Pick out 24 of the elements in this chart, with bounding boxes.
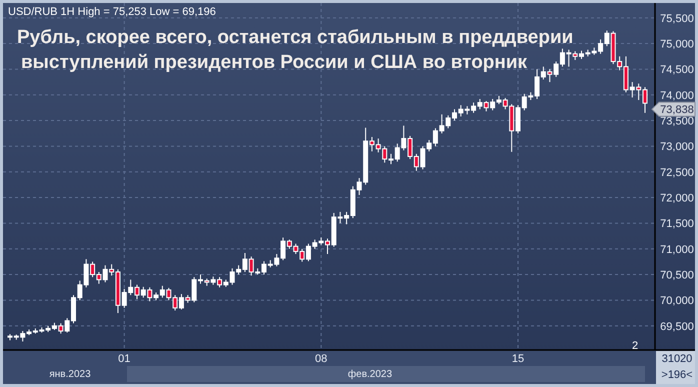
x-tick-label: 08: [315, 353, 328, 365]
text: Рубль, скорее всего, останется стабильным в преддверии выступлений президентов России и США во вторник: [17, 27, 574, 73]
text: 73,838: [660, 104, 694, 116]
y-tick-label: 71,000: [660, 244, 694, 256]
y-tick-label: 75,000: [660, 38, 694, 51]
y-tick-label: 75,500: [660, 12, 694, 25]
y-tick-label: 71,500: [660, 218, 694, 230]
y-tick-label: 72,500: [660, 166, 694, 179]
text: 31020: [662, 353, 692, 365]
chart-subtitle: USD/RUB 1H High = 75,253 Low = 69,196: [8, 6, 216, 18]
text: >196<: [661, 369, 693, 381]
y-tick-label: 74,000: [660, 90, 694, 102]
x-tick-label: 01: [118, 353, 130, 365]
y-tick-label: 70,000: [660, 295, 694, 308]
y-tick-label: 73,500: [660, 116, 694, 128]
y-tick-label: 70,500: [660, 270, 694, 282]
y-tick-label: 69,500: [660, 320, 694, 333]
y-tick-label: 74,500: [660, 64, 694, 76]
x-tick-label: 15: [512, 353, 524, 365]
text: фев.2023: [348, 369, 392, 380]
annotation: 2: [632, 340, 638, 352]
text: янв.2023: [49, 369, 92, 380]
y-tick-label: 73,000: [660, 141, 694, 154]
y-tick-label: 72,000: [660, 192, 694, 205]
